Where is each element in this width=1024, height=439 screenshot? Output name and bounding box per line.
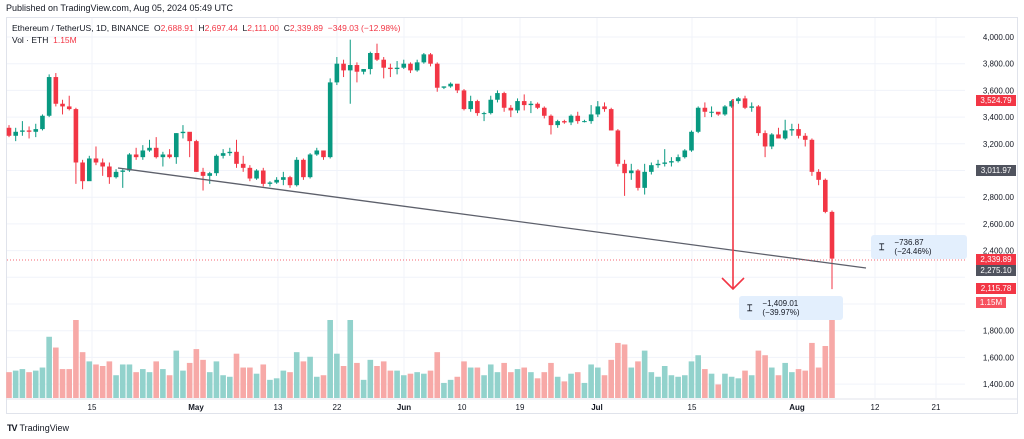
y-axis-tick: 2,800.00 [983,193,1015,202]
x-axis-tick: May [188,403,204,412]
high-value: 2,697.44 [204,23,238,33]
published-caption: Published on TradingView.com, Aug 05, 20… [6,3,233,13]
y-axis-tick: 1,800.00 [983,327,1015,336]
tradingview-logo-icon: TV [7,423,17,433]
volume-line: Vol · ETH 1.15M [12,34,401,46]
open-value: 2,688.91 [160,23,194,33]
change-value: −349.03 (−12.98%) [327,23,401,33]
y-axis-tick: 3,800.00 [983,60,1015,69]
volume-tag: 1.15M [976,297,1006,308]
measure-label-trendline[interactable]: ⌶ −736.87 (−24.46%) [871,235,967,259]
y-axis-tick: 3,600.00 [983,86,1015,95]
chart-frame [6,17,1018,414]
price-tag-last: 2,339.89 [976,254,1016,265]
x-axis-tick: 15 [88,403,97,412]
range-icon: ⌶ [747,302,753,313]
x-axis-tick: Jul [591,403,603,412]
footer: TV TradingView [7,423,69,433]
x-axis-tick: 19 [516,403,525,412]
y-axis-tick: 1,400.00 [983,380,1015,389]
measure-label-drop[interactable]: ⌶ −1,409.01 (−39.97%) [739,296,843,320]
y-axis-tick: 2,600.00 [983,220,1015,229]
volume-value: 1.15M [53,35,77,45]
x-axis-tick: 22 [333,403,342,412]
price-tag-low: 2,115.78 [976,283,1016,294]
volume-label[interactable]: Vol · ETH [12,35,49,45]
x-axis-tick: 15 [688,403,697,412]
close-value: 2,339.89 [289,23,323,33]
y-axis-tick: 3,400.00 [983,113,1015,122]
price-tag-reference: 3,011.97 [976,165,1016,176]
x-axis-tick: 13 [274,403,283,412]
x-axis-tick: Aug [789,403,805,412]
low-value: 2,111.00 [247,23,280,33]
y-axis-tick: 1,600.00 [983,353,1015,362]
x-axis-tick: Jun [397,403,411,412]
price-tag-high: 3,524.79 [976,95,1016,106]
range-icon: ⌶ [879,241,885,252]
y-axis-tick: 3,200.00 [983,140,1015,149]
footer-brand[interactable]: TradingView [19,423,70,433]
x-axis-tick: 12 [871,403,880,412]
y-axis-tick: 4,000.00 [983,33,1015,42]
chart-legend: Ethereum / TetherUS, 1D, BINANCE O2,688.… [12,22,401,46]
y-axis-tick: 2,400.00 [983,247,1015,256]
price-tag-trendline: 2,275.10 [976,265,1016,276]
ohlc-line: Ethereum / TetherUS, 1D, BINANCE O2,688.… [12,23,401,33]
x-axis-tick: 21 [932,403,941,412]
symbol-title[interactable]: Ethereum / TetherUS, 1D, BINANCE [12,23,150,33]
x-axis-tick: 10 [458,403,467,412]
